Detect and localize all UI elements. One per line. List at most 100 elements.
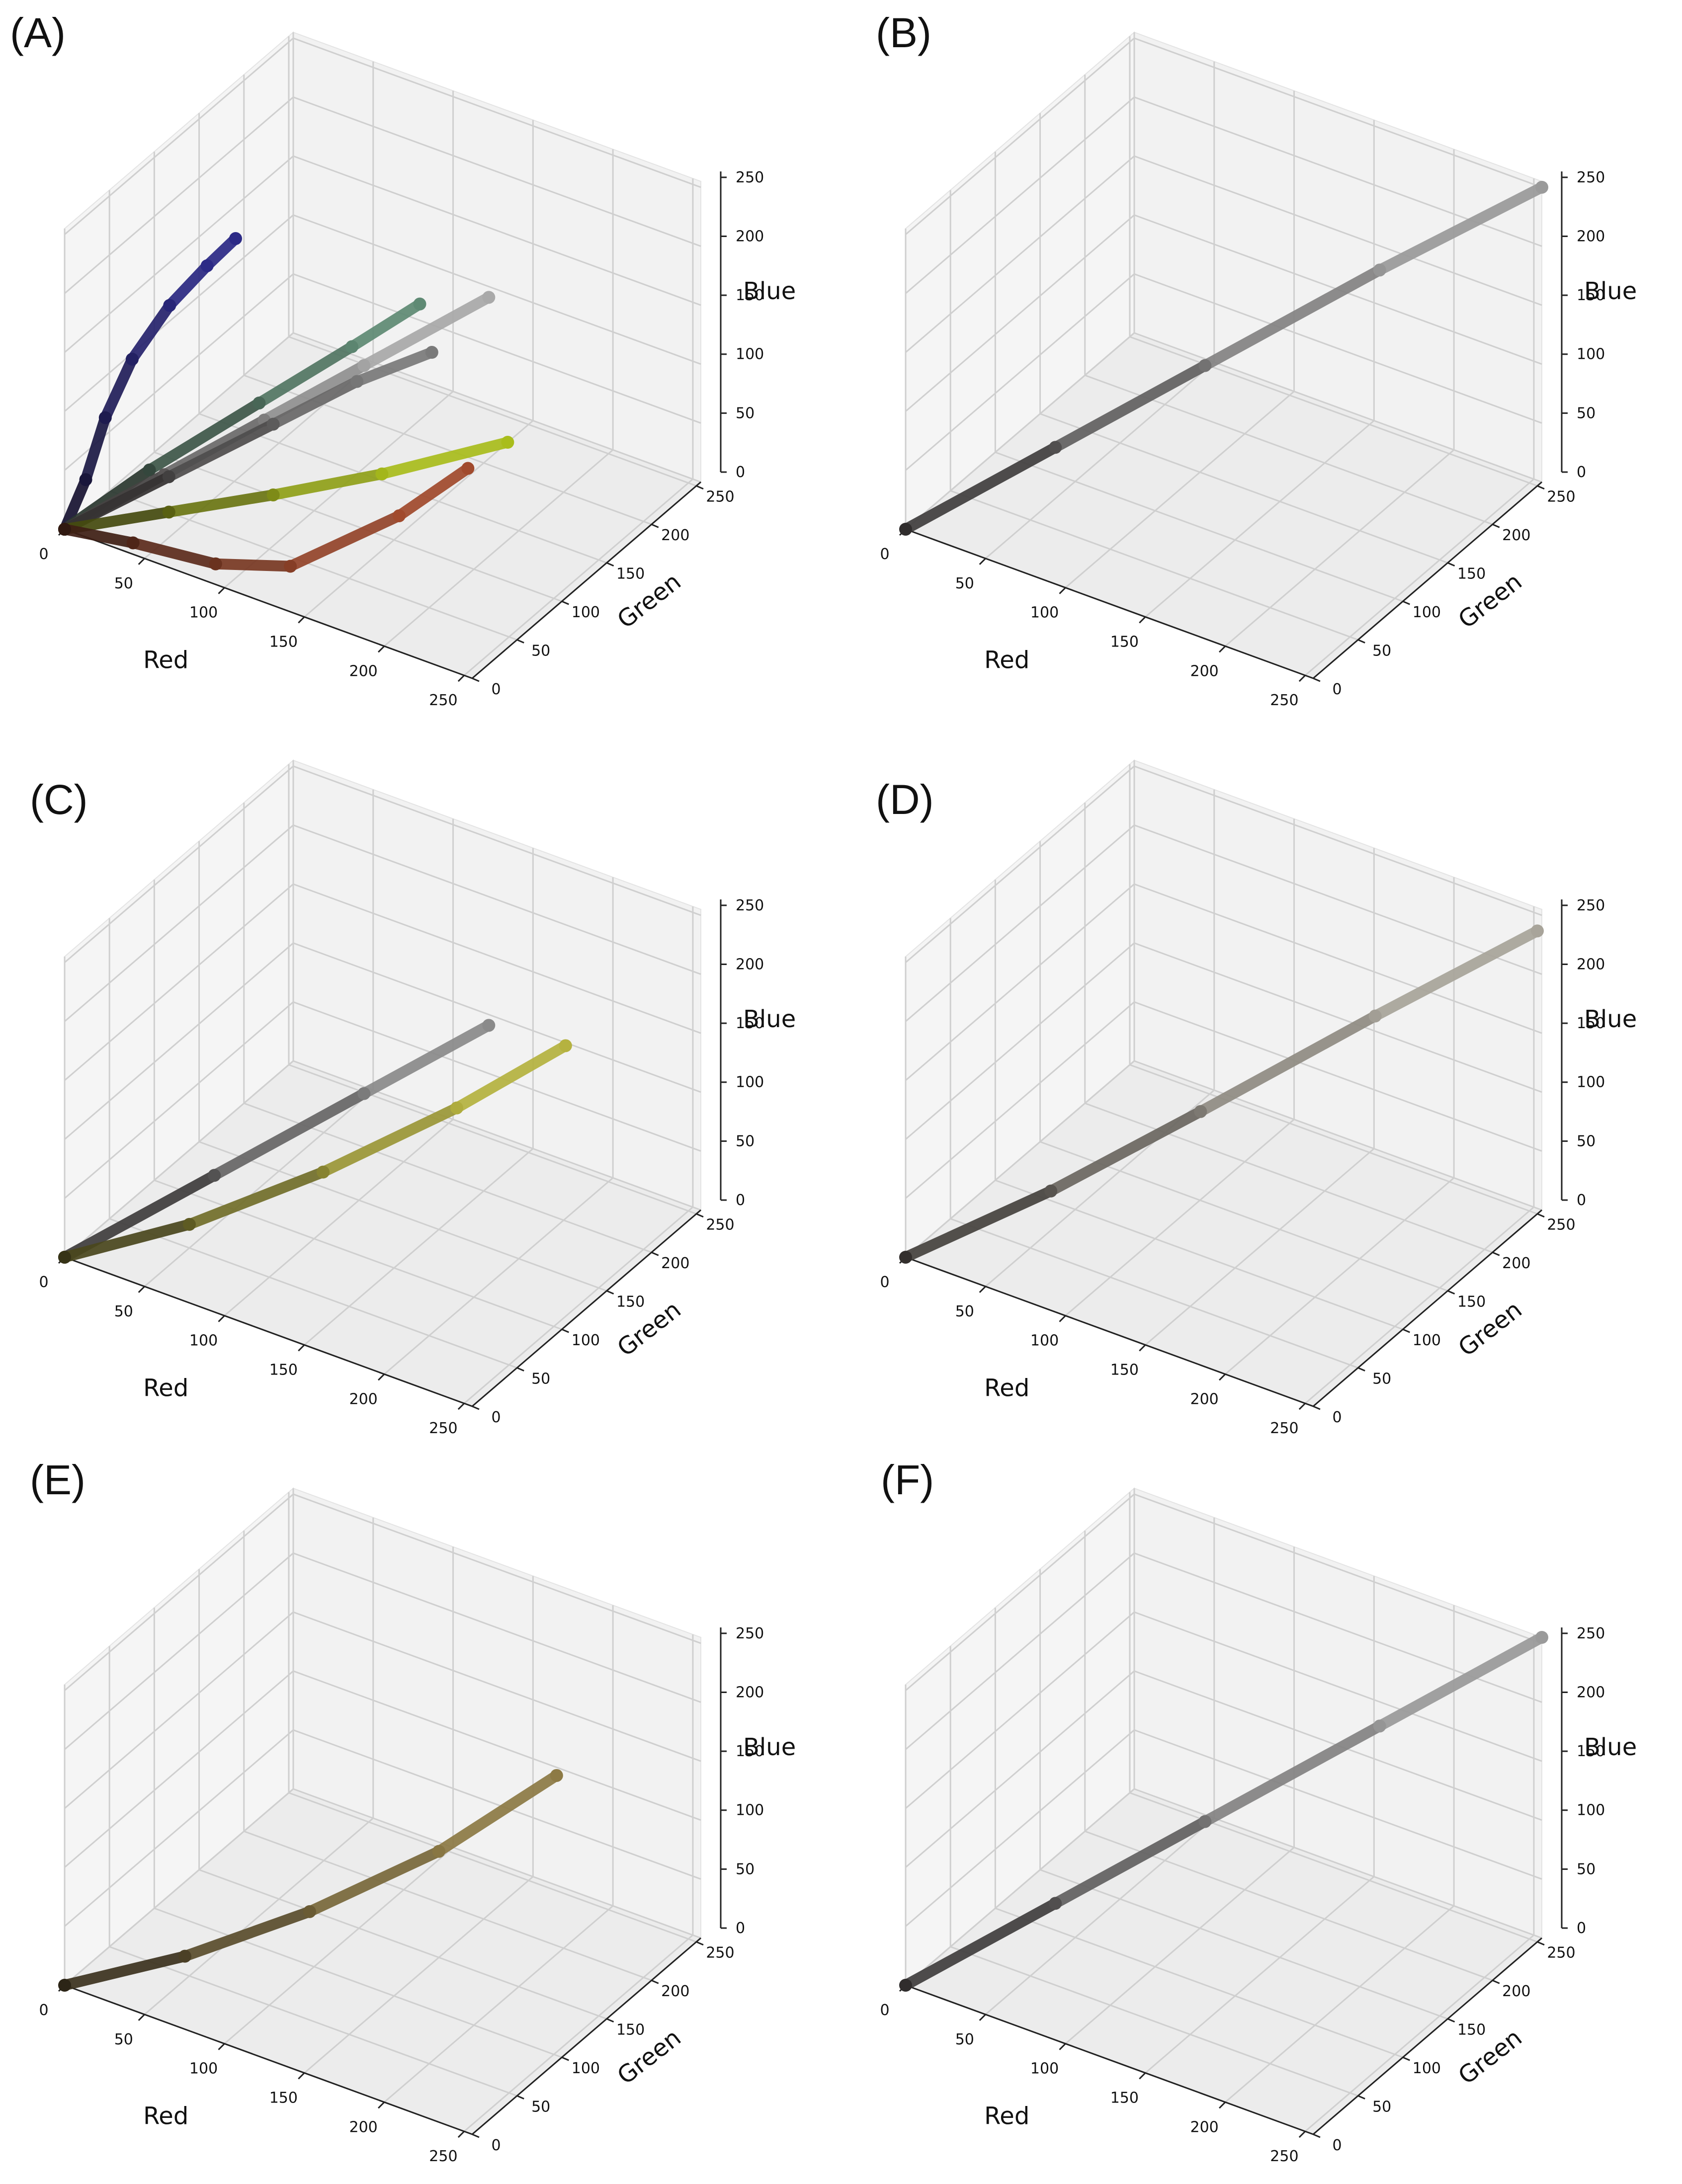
x-axis-line — [905, 528, 1314, 679]
y-tick — [1402, 600, 1410, 605]
grid-line — [905, 96, 1542, 294]
y-tick — [696, 485, 704, 490]
data-point — [303, 1905, 316, 1918]
x-tick — [979, 2014, 986, 2021]
data-point — [1049, 441, 1062, 454]
y-tick — [1537, 485, 1545, 490]
y-axis-line — [472, 1937, 701, 2135]
y-tick-label: 0 — [1332, 681, 1342, 698]
x-tick — [298, 1344, 305, 1352]
y-axis-line — [472, 1209, 701, 1407]
z-axis-label: Blue — [1584, 1733, 1637, 1761]
y-tick-label: 50 — [531, 1371, 550, 1388]
y-tick-label: 150 — [1457, 566, 1486, 583]
data-trail — [433, 1770, 562, 1857]
y-tick-label: 200 — [1502, 527, 1530, 544]
data-point — [1198, 1815, 1212, 1828]
z-axis-label: Blue — [743, 1733, 796, 1761]
data-point — [1535, 180, 1548, 194]
y-tick-label: 50 — [531, 643, 550, 660]
data-point — [143, 463, 156, 477]
panel-label: (F) — [881, 1456, 934, 1503]
x-tick — [457, 675, 465, 682]
grid-line — [64, 96, 701, 294]
y-tick — [651, 1979, 659, 1984]
data-point — [252, 396, 266, 409]
y-tick — [651, 523, 659, 528]
x-tick — [138, 2014, 145, 2021]
y-tick — [472, 677, 480, 682]
z-tick-label: 150 — [736, 1015, 764, 1032]
x-tick — [1139, 2072, 1146, 2080]
x-tick — [378, 1374, 385, 1381]
z-tick-label: 200 — [736, 956, 764, 973]
data-point — [559, 1039, 572, 1052]
x-tick-label: 200 — [349, 1390, 378, 1408]
x-tick — [1059, 1315, 1066, 1322]
x-tick-label: 0 — [39, 546, 48, 563]
y-tick — [1537, 1213, 1545, 1218]
y-tick-label: 200 — [1502, 1983, 1530, 2000]
rgb-scatter-3d-a: 0501001502002500501001502002500501001502… — [39, 31, 796, 709]
x-tick-label: 50 — [955, 1303, 974, 1320]
data-point — [550, 1769, 563, 1782]
y-tick-label: 50 — [1372, 2099, 1391, 2116]
x-tick-label: 0 — [39, 2002, 48, 2019]
z-tick-label: 100 — [736, 1802, 764, 1819]
data-trail — [900, 1185, 1057, 1263]
x-tick — [1059, 587, 1066, 594]
data-trail — [1050, 1816, 1211, 1909]
y-tick-label: 0 — [1332, 2137, 1342, 2154]
grid-line — [64, 273, 701, 471]
y-tick — [472, 1405, 480, 1410]
x-tick-label: 50 — [955, 575, 974, 592]
data-point — [126, 536, 140, 550]
z-tick-label: 100 — [1577, 346, 1605, 363]
grid-line — [64, 332, 701, 530]
y-axis-line — [1313, 1937, 1542, 2135]
y-tick — [696, 1213, 704, 1218]
data-point — [266, 417, 280, 431]
panel-c: (C) 0 50 100 150 200 250 0 50 100 150 200 250 0 50 100… — [0, 728, 841, 1456]
data-trail — [210, 558, 296, 572]
z-tick-label: 250 — [1577, 169, 1605, 186]
data-trail — [163, 489, 279, 518]
data-point — [1194, 1105, 1207, 1118]
x-tick-label: 150 — [269, 633, 298, 650]
panel-f: (F) 0 50 100 150 200 250 0 50 100 150 200 250 0 50 100… — [841, 1456, 1682, 2184]
x-tick-label: 0 — [880, 2002, 889, 2019]
data-point — [58, 523, 71, 536]
x-tick-label: 150 — [269, 1361, 298, 1378]
data-trail — [59, 1950, 190, 1991]
x-tick-label: 250 — [1270, 1420, 1298, 1437]
data-point — [1373, 1719, 1386, 1733]
z-axis-label: Blue — [1584, 277, 1637, 305]
y-tick — [1313, 1405, 1321, 1410]
y-tick — [651, 1251, 659, 1256]
grid-line — [905, 1060, 1542, 1258]
data-trail — [1045, 1106, 1206, 1197]
grid-line — [64, 1060, 701, 1258]
x-axis-label: Red — [984, 646, 1029, 674]
y-tick-label: 0 — [1332, 1409, 1342, 1426]
data-point — [461, 462, 475, 475]
z-tick-label: 50 — [736, 1860, 755, 1878]
y-tick — [1357, 639, 1365, 644]
panel-label: (A) — [10, 9, 66, 56]
x-axis-label: Red — [984, 1374, 1029, 1402]
data-point — [162, 470, 175, 484]
data-point — [317, 1165, 330, 1179]
x-tick-label: 250 — [429, 2148, 457, 2165]
x-tick — [218, 1315, 225, 1322]
x-tick — [138, 558, 145, 565]
y-tick — [1492, 523, 1500, 528]
panel-label: (E) — [30, 1456, 85, 1503]
data-trail — [258, 360, 370, 426]
z-tick-label: 50 — [736, 1132, 755, 1150]
data-trail — [253, 341, 358, 408]
z-tick-label: 100 — [1577, 1074, 1605, 1091]
grid-line — [64, 1670, 701, 1868]
y-tick-label: 0 — [491, 681, 501, 698]
y-tick-label: 100 — [572, 2060, 600, 2077]
data-trail — [59, 471, 174, 535]
